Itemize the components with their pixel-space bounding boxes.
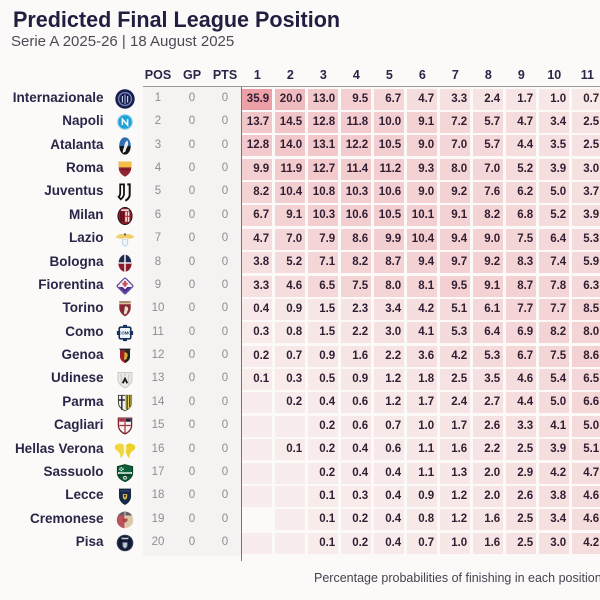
- svg-text:COMO: COMO: [118, 330, 132, 335]
